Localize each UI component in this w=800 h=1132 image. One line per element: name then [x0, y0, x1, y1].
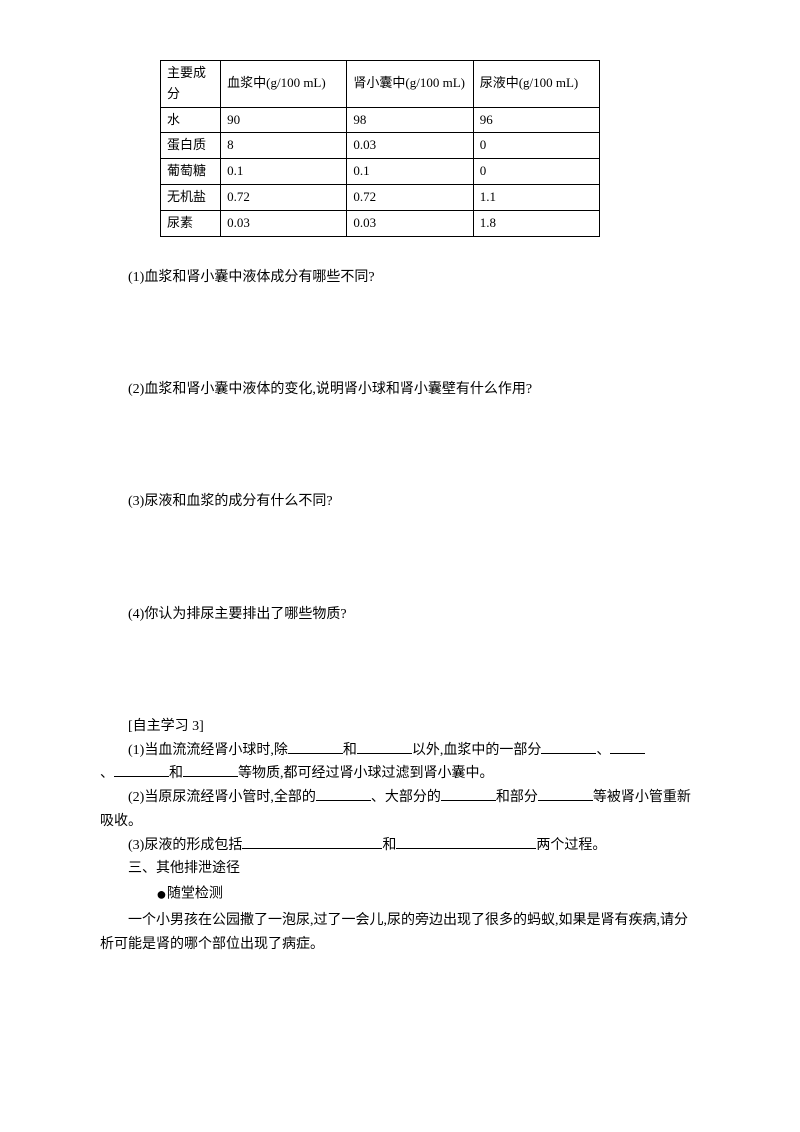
study-2-part-a: (2)当原尿流经肾小管时,全部的 — [100, 786, 316, 810]
cell-protein-capsule: 0.03 — [347, 133, 473, 159]
study-1-part-f: 和 — [169, 766, 183, 781]
composition-table: 主要成分 血浆中(g/100 mL) 肾小囊中(g/100 mL) 尿液中(g/… — [160, 60, 600, 237]
blank — [541, 740, 596, 754]
test-title: 随堂检测 — [167, 887, 223, 902]
study-1-part-g: 等物质,都可经过肾小球过滤到肾小囊中。 — [238, 766, 494, 781]
study-2-part-b: 、大部分的 — [371, 790, 441, 805]
table-row: 无机盐 0.72 0.72 1.1 — [161, 184, 600, 210]
blank — [183, 763, 238, 777]
cell-urea-capsule: 0.03 — [347, 210, 473, 236]
table-row: 葡萄糖 0.1 0.1 0 — [161, 159, 600, 185]
question-1: (1)血浆和肾小囊中液体成分有哪些不同? — [100, 267, 700, 289]
question-3: (3)尿液和血浆的成分有什么不同? — [100, 491, 700, 513]
study-1-part-c: 以外,血浆中的一部分 — [412, 743, 542, 758]
question-2: (2)血浆和肾小囊中液体的变化,说明肾小球和肾小囊壁有什么作用? — [100, 379, 700, 401]
study-item-1: (1)当血流流经肾小球时,除和以外,血浆中的一部分、、和等物质,都可经过肾小球过… — [100, 739, 700, 787]
blank — [114, 763, 169, 777]
cell-protein-label: 蛋白质 — [161, 133, 221, 159]
cell-water-capsule: 98 — [347, 107, 473, 133]
table-header-component: 主要成分 — [161, 61, 221, 108]
study-3-part-b: 和 — [382, 838, 396, 853]
table-header-capsule: 肾小囊中(g/100 mL) — [347, 61, 473, 108]
cell-glucose-label: 葡萄糖 — [161, 159, 221, 185]
blank — [610, 740, 645, 754]
cell-salt-capsule: 0.72 — [347, 184, 473, 210]
blank — [288, 740, 343, 754]
cell-salt-plasma: 0.72 — [221, 184, 347, 210]
cell-urea-plasma: 0.03 — [221, 210, 347, 236]
cell-glucose-capsule: 0.1 — [347, 159, 473, 185]
blank — [242, 835, 382, 849]
cell-urea-label: 尿素 — [161, 210, 221, 236]
cell-urea-urine: 1.8 — [473, 210, 599, 236]
blank — [538, 787, 593, 801]
study-1-part-d: 、 — [596, 743, 610, 758]
cell-water-label: 水 — [161, 107, 221, 133]
test-title-line: ●随堂检测 — [100, 880, 700, 909]
cell-glucose-urine: 0 — [473, 159, 599, 185]
cell-protein-urine: 0 — [473, 133, 599, 159]
cell-water-urine: 96 — [473, 107, 599, 133]
cell-protein-plasma: 8 — [221, 133, 347, 159]
question-4: (4)你认为排尿主要排出了哪些物质? — [100, 604, 700, 626]
study-item-2: (2)当原尿流经肾小管时,全部的、大部分的和部分等被肾小管重新吸收。 — [100, 786, 700, 834]
table-row: 蛋白质 8 0.03 0 — [161, 133, 600, 159]
table-row: 尿素 0.03 0.03 1.8 — [161, 210, 600, 236]
cell-salt-urine: 1.1 — [473, 184, 599, 210]
blank — [316, 787, 371, 801]
study-3-part-c: 两个过程。 — [536, 838, 606, 853]
table-header-plasma: 血浆中(g/100 mL) — [221, 61, 347, 108]
table-row: 水 90 98 96 — [161, 107, 600, 133]
study-1-part-e: 、 — [100, 766, 114, 781]
cell-salt-label: 无机盐 — [161, 184, 221, 210]
table-header-urine: 尿液中(g/100 mL) — [473, 61, 599, 108]
study-1-part-a: (1)当血流流经肾小球时,除 — [100, 739, 288, 763]
cell-glucose-plasma: 0.1 — [221, 159, 347, 185]
study-3-part-a: (3)尿液的形成包括 — [128, 838, 242, 853]
blank — [441, 787, 496, 801]
self-study-title: [自主学习 3] — [100, 716, 700, 738]
test-content: 一个小男孩在公园撒了一泡尿,过了一会儿,尿的旁边出现了很多的蚂蚁,如果是肾有疾病… — [100, 909, 700, 957]
study-1-part-b: 和 — [343, 743, 357, 758]
bullet-icon: ● — [128, 880, 167, 909]
cell-water-plasma: 90 — [221, 107, 347, 133]
blank — [357, 740, 412, 754]
section-3-title: 三、其他排泄途径 — [100, 858, 700, 880]
study-2-part-c: 和部分 — [496, 790, 538, 805]
study-item-3: (3)尿液的形成包括 和 两个过程。 — [100, 834, 700, 858]
blank — [396, 835, 536, 849]
